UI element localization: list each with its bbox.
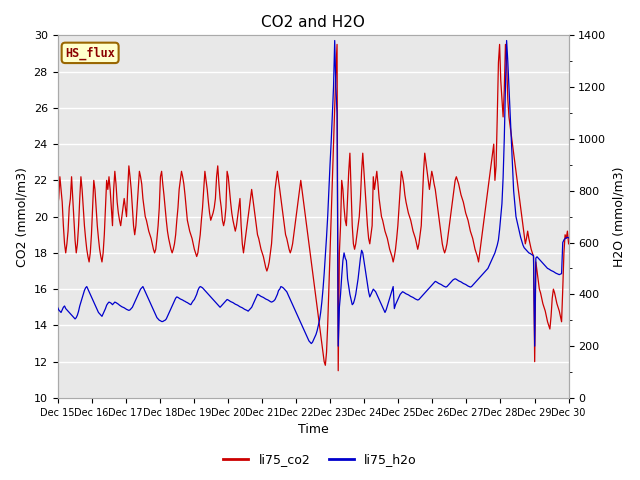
- Y-axis label: CO2 (mmol/m3): CO2 (mmol/m3): [15, 167, 28, 266]
- Title: CO2 and H2O: CO2 and H2O: [261, 15, 365, 30]
- X-axis label: Time: Time: [298, 423, 328, 436]
- Legend: li75_co2, li75_h2o: li75_co2, li75_h2o: [218, 448, 422, 471]
- Text: HS_flux: HS_flux: [65, 46, 115, 60]
- Y-axis label: H2O (mmol/m3): H2O (mmol/m3): [612, 167, 625, 267]
